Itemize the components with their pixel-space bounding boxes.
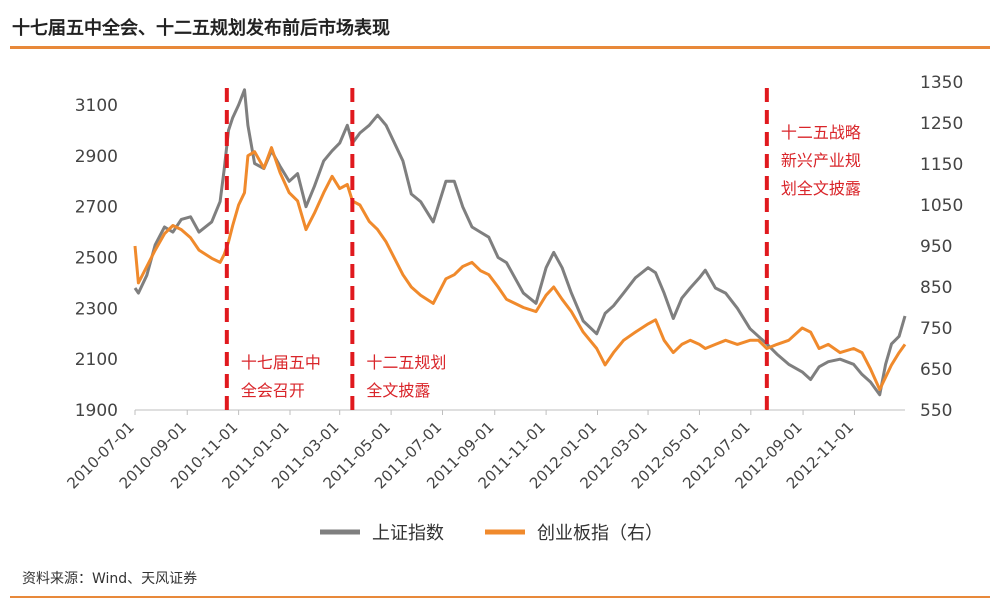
source-note: 资料来源：Wind、天风证券 <box>22 571 198 587</box>
y-right-tick-label: 750 <box>920 319 952 339</box>
y-right-tick-label: 650 <box>920 360 952 380</box>
y-right-tick-label: 550 <box>920 401 952 421</box>
y-left-tick-label: 2900 <box>75 147 118 167</box>
market-line-chart: 3100 2900 2700 2500 2300 2100 1900 1350 1250 1150… <box>63 73 963 544</box>
y-left-tick-label: 3100 <box>75 96 118 116</box>
event-label: 十七届五中 <box>241 353 321 372</box>
event-label: 十二五规划 <box>366 353 446 372</box>
y-left-tick-label: 2300 <box>75 299 118 319</box>
event-label: 全会召开 <box>241 381 305 400</box>
event-label: 新兴产业规 <box>781 151 861 170</box>
event-label: 全文披露 <box>366 381 430 400</box>
series-line-chinext <box>133 146 907 391</box>
y-left-tick-label: 2700 <box>75 198 118 218</box>
y-left-tick-label: 2500 <box>75 249 118 269</box>
event-label: 十二五战略 <box>781 123 861 142</box>
y-right-tick-label: 1250 <box>920 114 963 134</box>
bottom-rule <box>10 596 990 598</box>
legend-label-shanghai: 上证指数 <box>372 523 444 544</box>
event-label: 划全文披露 <box>781 179 861 198</box>
y-left-tick-label: 2100 <box>75 350 118 370</box>
chart-title: 十七届五中全会、十二五规划发布前后市场表现 <box>12 18 390 39</box>
y-right-tick-label: 850 <box>920 278 952 298</box>
y-right-tick-label: 1150 <box>920 155 963 175</box>
y-left-tick-label: 1900 <box>75 401 118 421</box>
y-right-tick-label: 1350 <box>920 73 963 93</box>
y-right-tick-label: 1050 <box>920 196 963 216</box>
legend-label-chinext: 创业板指（右） <box>537 523 663 544</box>
y-right-tick-label: 950 <box>920 237 952 257</box>
title-rule <box>10 46 990 49</box>
